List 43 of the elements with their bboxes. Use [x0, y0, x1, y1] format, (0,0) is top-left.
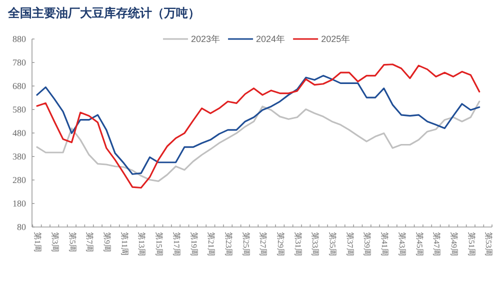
x-tick-label: 第43周	[397, 232, 406, 256]
y-tick-label: 580	[12, 104, 26, 114]
legend-label: 2023年	[191, 34, 220, 44]
x-tick-label: 第35周	[328, 232, 338, 256]
line-series	[36, 100, 480, 182]
x-tick-label: 第1周	[33, 232, 42, 252]
x-tick-label: 第21周	[206, 232, 216, 256]
x-tick-label: 第9周	[102, 232, 112, 252]
x-tick-label: 第19周	[189, 232, 198, 256]
y-tick-label: 480	[12, 128, 26, 138]
line-series	[36, 64, 480, 189]
x-tick-label: 第3周	[50, 232, 60, 252]
legend-label: 2025年	[321, 34, 350, 44]
legend-label: 2024年	[256, 34, 286, 44]
x-tick-label: 第31周	[293, 232, 302, 256]
x-tick-label: 第33周	[310, 232, 320, 256]
x-tick-label: 第53周	[484, 232, 494, 256]
x-tick-label: 第41周	[380, 232, 390, 256]
y-tick-label: 780	[12, 58, 26, 68]
x-tick-label: 第47周	[432, 232, 442, 256]
x-tick-label: 第15周	[154, 232, 164, 256]
x-tick-label: 第29周	[276, 232, 286, 256]
x-tick-label: 第49周	[449, 232, 458, 256]
x-tick-label: 第27周	[258, 232, 268, 256]
x-tick-label: 第5周	[68, 232, 77, 252]
x-tick-label: 第25周	[241, 232, 250, 256]
x-tick-label: 第13周	[137, 232, 146, 256]
y-tick-label: 180	[12, 198, 26, 208]
x-tick-label: 第45周	[414, 232, 424, 256]
y-tick-label: 280	[12, 175, 26, 185]
y-tick-label: 680	[12, 81, 26, 91]
x-tick-label: 第11周	[120, 232, 129, 256]
x-tick-label: 第51周	[466, 232, 476, 256]
chart-title: 全国主要油厂大豆库存统计（万吨）	[7, 6, 200, 20]
x-tick-label: 第39周	[362, 232, 372, 256]
x-tick-label: 第23周	[224, 232, 233, 256]
line-series	[36, 74, 480, 175]
y-tick-label: 80	[17, 222, 26, 232]
y-tick-label: 880	[12, 34, 26, 44]
x-tick-label: 第7周	[85, 232, 94, 252]
x-tick-label: 第37周	[345, 232, 354, 256]
y-tick-label: 380	[12, 152, 26, 162]
x-tick-label: 第17周	[172, 232, 181, 256]
